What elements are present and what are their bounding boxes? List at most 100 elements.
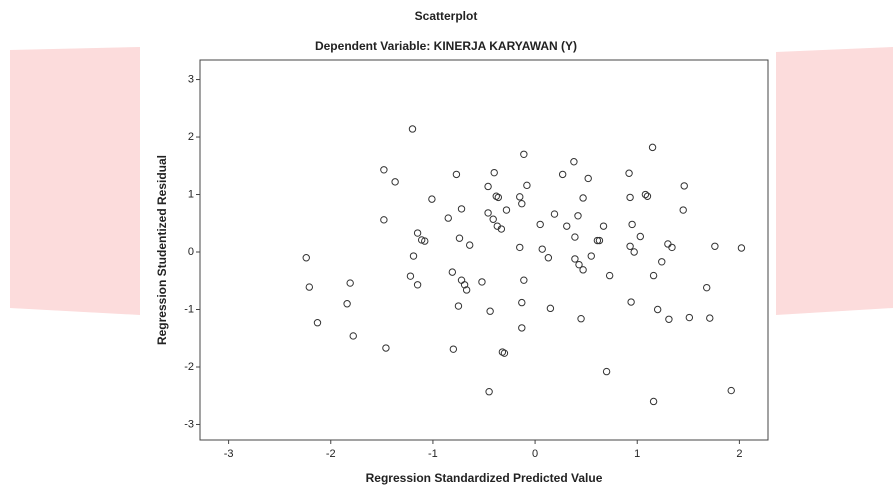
point [391, 178, 399, 186]
point [599, 222, 608, 230]
plot-area [199, 59, 769, 441]
point [626, 242, 634, 250]
point [703, 283, 711, 292]
point [680, 182, 688, 190]
point [544, 254, 553, 262]
point [494, 193, 503, 202]
point [587, 252, 595, 260]
point [485, 388, 493, 396]
y-tick-label: -3 [184, 418, 194, 430]
point [571, 233, 579, 241]
point [465, 241, 474, 249]
point [449, 345, 458, 353]
chart-subtitle: Dependent Variable: KINERJA KARYAWAN (Y) [315, 39, 577, 53]
point [571, 255, 579, 263]
point [484, 182, 492, 191]
point [563, 222, 571, 230]
point [706, 314, 714, 322]
point [497, 225, 506, 233]
point [478, 278, 486, 286]
point [643, 192, 652, 200]
point [636, 232, 645, 241]
point [409, 252, 418, 260]
point [382, 344, 390, 352]
point [444, 214, 452, 222]
x-axis-label: Regression Standardized Predicted Value [366, 471, 603, 485]
decor-right [776, 47, 893, 315]
point [630, 248, 638, 256]
point [602, 367, 611, 376]
y-tick-label: 1 [188, 188, 194, 200]
y-tick-label: 2 [188, 131, 194, 143]
point [454, 302, 463, 310]
point [457, 205, 466, 213]
point [658, 258, 666, 266]
point [452, 170, 461, 179]
point [685, 313, 694, 322]
point [462, 286, 471, 294]
point [627, 298, 635, 306]
point [500, 349, 509, 357]
point [343, 300, 351, 308]
y-tick-label: -2 [184, 361, 194, 373]
point [668, 243, 676, 252]
point [737, 244, 746, 252]
point [579, 266, 587, 274]
point [577, 314, 585, 323]
point [349, 332, 357, 340]
point [502, 206, 511, 214]
point [711, 242, 719, 250]
point [302, 254, 310, 262]
point [518, 200, 526, 208]
point [628, 220, 636, 229]
point [448, 268, 457, 276]
point [413, 229, 422, 237]
point [538, 245, 546, 253]
point [679, 206, 687, 214]
point [641, 190, 650, 199]
point [486, 307, 494, 315]
y-tick-label: 3 [188, 73, 194, 85]
chart-title: Scatterplot [415, 9, 478, 23]
point [408, 125, 417, 133]
x-tick-label: 1 [634, 448, 640, 460]
point [649, 271, 658, 280]
decor-left [10, 47, 140, 315]
point [536, 220, 544, 229]
point [380, 216, 388, 224]
point [648, 143, 657, 152]
x-tick-label: -1 [428, 448, 438, 460]
point [428, 195, 436, 203]
y-tick-label: -1 [184, 303, 194, 315]
point [455, 234, 464, 242]
point [489, 215, 497, 223]
point [550, 210, 559, 218]
point [605, 271, 614, 280]
y-axis-label: Regression Studentized Residual [155, 155, 169, 345]
point [484, 209, 492, 217]
y-tick-label: 0 [188, 246, 194, 258]
point [653, 305, 662, 314]
point [570, 158, 578, 166]
point [516, 193, 524, 201]
x-tick-label: -2 [326, 448, 336, 460]
point [518, 298, 526, 307]
point [626, 193, 634, 202]
point [625, 169, 633, 177]
point [305, 283, 314, 291]
point [575, 260, 583, 269]
point [460, 281, 469, 289]
point [727, 386, 735, 395]
point [380, 166, 388, 174]
point [520, 150, 528, 158]
point [313, 319, 322, 327]
point [558, 170, 567, 179]
point [518, 324, 526, 332]
point [520, 276, 528, 284]
point [516, 243, 524, 252]
point [649, 397, 658, 406]
point [546, 304, 555, 313]
point [584, 174, 592, 183]
point [593, 236, 602, 245]
